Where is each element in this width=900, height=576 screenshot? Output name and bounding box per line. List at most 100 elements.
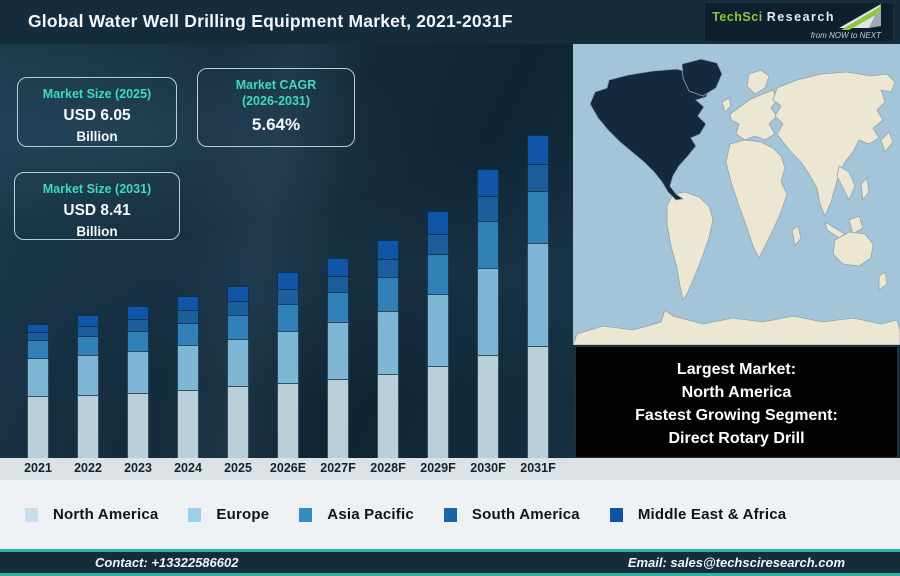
market-size-2031-unit: Billion	[76, 224, 118, 239]
bar-segment-2028F-Asia Pacific	[377, 277, 399, 311]
bar-segment-2029F-South America	[427, 234, 449, 254]
axis-label-2023: 2023	[124, 461, 152, 475]
bar-segment-2031F-Asia Pacific	[527, 191, 549, 243]
x-axis-strip: 2021 2022 2023 2024 2025 2026E 2027F 2028F 2029F…	[0, 458, 900, 480]
bar-segment-2028F-Europe	[377, 311, 399, 374]
map-north-america-highlight	[589, 68, 712, 201]
logo-arrow-icon	[839, 4, 881, 30]
bar-segment-2023-Asia Pacific	[127, 331, 149, 351]
map-australia	[832, 231, 874, 267]
bar-2021	[27, 324, 49, 458]
bar-2026E	[277, 272, 299, 458]
legend-item-North America: North America	[25, 506, 158, 523]
axis-label-2025: 2025	[224, 461, 252, 475]
callout-line-2: North America	[681, 384, 792, 401]
bar-segment-2022-Asia Pacific	[77, 336, 99, 355]
map-greenland-highlight	[681, 58, 723, 97]
bar-segment-2023-Europe	[127, 351, 149, 393]
page-title: Global Water Well Drilling Equipment Mar…	[28, 11, 513, 31]
axis-label-2031F: 2031F	[520, 461, 556, 475]
bar-2030F	[477, 169, 499, 458]
map-madagascar	[791, 225, 802, 247]
bar-segment-2026E-South America	[277, 289, 299, 304]
callout-line-3: Fastest Growing Segment:	[635, 407, 838, 424]
bar-segment-2031F-South America	[527, 164, 549, 191]
bar-segment-2031F-Middle East & Africa	[527, 135, 549, 164]
bar-segment-2023-South America	[127, 319, 149, 331]
logo-tagline: from NOW to NEXT	[810, 31, 881, 40]
bar-2024	[177, 296, 199, 458]
legend-label: Europe	[216, 506, 270, 523]
bar-segment-2022-Middle East & Africa	[77, 315, 99, 326]
bar-segment-2030F-Middle East & Africa	[477, 169, 499, 196]
bar-segment-2029F-Middle East & Africa	[427, 211, 449, 234]
bar-segment-2021-Europe	[27, 358, 49, 396]
map-south-america	[666, 191, 714, 302]
bar-segment-2027F-North America	[327, 379, 349, 458]
market-cagr-label2: (2026-2031)	[241, 94, 311, 108]
header-bar: Global Water Well Drilling Equipment Mar…	[0, 0, 900, 44]
axis-label-2030F: 2030F	[470, 461, 506, 475]
callout-line-4: Direct Rotary Drill	[668, 430, 805, 447]
market-cagr-value: 5.64%	[251, 115, 301, 134]
footer-bottom-accent-line	[0, 573, 900, 576]
map-japan	[880, 131, 894, 153]
bar-segment-2024-Europe	[177, 345, 199, 390]
bar-segment-2025-South America	[227, 301, 249, 315]
bar-2022	[77, 315, 99, 458]
bar-segment-2029F-Europe	[427, 294, 449, 366]
map-new-zealand	[878, 271, 888, 291]
email-text: Email: sales@techsciresearch.com	[627, 555, 845, 570]
bar-segment-2023-North America	[127, 393, 149, 458]
bar-2027F	[327, 258, 349, 458]
bar-segment-2031F-Europe	[527, 243, 549, 346]
logo-brand-primary: TechSci	[712, 10, 763, 24]
bar-segment-2030F-Asia Pacific	[477, 221, 499, 268]
axis-label-2028F: 2028F	[370, 461, 406, 475]
legend-swatch-icon	[299, 507, 313, 522]
legend-label: Asia Pacific	[327, 506, 414, 523]
legend-label: Middle East & Africa	[637, 506, 787, 523]
logo-brand-secondary: Research	[766, 10, 835, 24]
map-british-isles	[721, 97, 732, 113]
bar-segment-2022-Europe	[77, 355, 99, 395]
bar-segment-2024-South America	[177, 310, 199, 323]
bar-segment-2021-North America	[27, 396, 49, 458]
bar-segment-2030F-North America	[477, 355, 499, 458]
bar-segment-2030F-South America	[477, 196, 499, 221]
legend-label: North America	[53, 506, 159, 523]
bar-segment-2031F-North America	[527, 346, 549, 458]
axis-label-2021: 2021	[24, 461, 52, 475]
legend-item-South America: South America	[443, 506, 580, 523]
chart-legend: North America Europe Asia Pacific South Ame…	[0, 480, 900, 549]
bar-2025	[227, 286, 249, 458]
bar-segment-2022-South America	[77, 326, 99, 336]
market-cagr-label: Market CAGR	[235, 78, 317, 92]
map-europe	[729, 89, 778, 141]
legend-area: North America Europe Asia Pacific South Ame…	[0, 480, 900, 549]
map-africa	[725, 139, 788, 259]
axis-label-2027F: 2027F	[320, 461, 356, 475]
bar-segment-2028F-Middle East & Africa	[377, 240, 399, 259]
bar-segment-2025-Middle East & Africa	[227, 286, 249, 301]
legend-swatch-icon	[25, 507, 38, 522]
map-philippines	[860, 177, 870, 202]
bar-segment-2029F-Asia Pacific	[427, 254, 449, 294]
axis-label-2022: 2022	[74, 461, 102, 475]
bar-segment-2026E-North America	[277, 383, 299, 458]
bar-segment-2025-Europe	[227, 339, 249, 386]
footer-top-accent-line	[0, 549, 900, 552]
bar-segment-2026E-Europe	[277, 331, 299, 383]
bar-segment-2021-South America	[27, 332, 49, 340]
axis-label-2026E: 2026E	[269, 461, 307, 475]
market-cagr-box: Market CAGR (2026-2031) 5.64%	[197, 68, 355, 147]
legend-item-Middle East & Africa: Middle East & Africa	[609, 506, 787, 523]
bar-segment-2024-Middle East & Africa	[177, 296, 199, 310]
callout-line-1: Largest Market:	[676, 361, 797, 378]
market-size-2031-value: USD 8.41	[63, 202, 131, 219]
market-size-2031-box: Market Size (2031) USD 8.41 Billion	[14, 172, 180, 240]
bar-segment-2022-North America	[77, 395, 99, 458]
map-indochina	[836, 165, 856, 201]
bar-2031F	[527, 135, 549, 458]
contact-text: Contact: +13322586602	[95, 555, 239, 570]
